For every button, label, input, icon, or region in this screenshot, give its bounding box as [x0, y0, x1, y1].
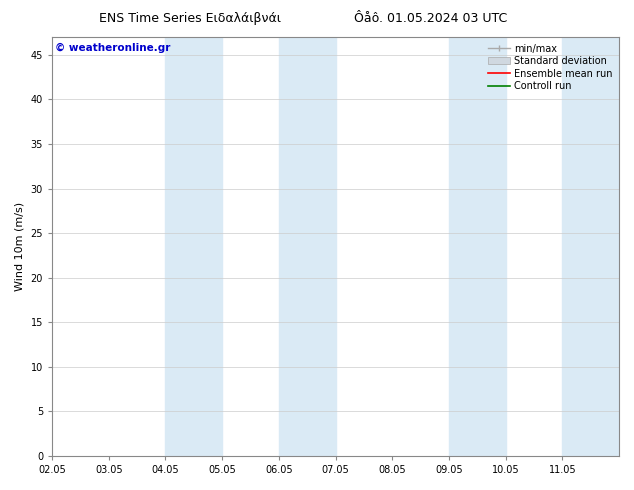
Text: © weatheronline.gr: © weatheronline.gr: [55, 43, 171, 53]
Y-axis label: Wind 10m (m/s): Wind 10m (m/s): [15, 202, 25, 291]
Bar: [562, 37, 619, 456]
Text: ENS Time Series Ειδαλάιβνάι: ENS Time Series Ειδαλάιβνάι: [99, 12, 281, 25]
Bar: [449, 37, 506, 456]
Bar: [279, 37, 335, 456]
Bar: [165, 37, 222, 456]
Text: Ôåô. 01.05.2024 03 UTC: Ôåô. 01.05.2024 03 UTC: [354, 12, 508, 25]
Legend: min/max, Standard deviation, Ensemble mean run, Controll run: min/max, Standard deviation, Ensemble me…: [486, 42, 614, 93]
